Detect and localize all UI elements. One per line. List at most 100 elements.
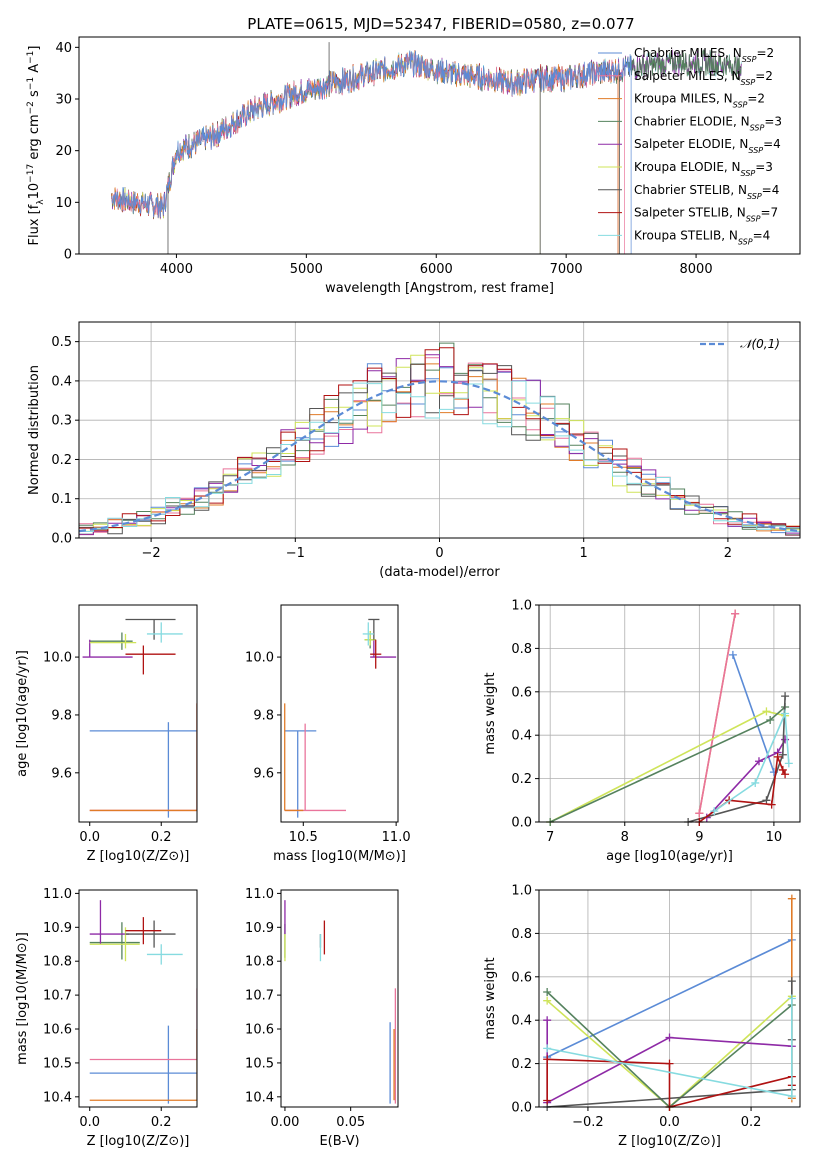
y-tick-label: 10.5 [245,1056,274,1071]
x-tick-label: 1 [580,546,588,561]
age-vs-metallicity-panel: 0.0 0.2 9.6 9.8 10.0 Z [log10(Z/Z⊙)] age [log1… [15,604,198,864]
spectrum-legend: Chabrier MILES, NSSP=2 Salpeter MILES, NS… [598,46,782,246]
y-axis-label: Flux [fλ10−17 erg cm−2 s−1 A−1] [26,46,46,246]
weight-line [687,696,786,823]
y-tick-label: 9.6 [253,766,274,781]
y-tick-label: 1.0 [511,599,532,614]
weight-point [543,1044,552,1053]
weight-point [728,650,737,659]
x-tick-label: 0.0 [79,1115,100,1130]
axes-frame [78,321,801,539]
y-tick-label: 10.4 [43,1090,72,1105]
y-tick-label: 0.4 [511,1014,532,1029]
y-tick-label: 30 [55,93,72,108]
weight-line [706,739,786,819]
axes-frame [538,889,801,1108]
x-tick-label: 0.00 [270,1115,299,1130]
spectrum-line [111,49,742,219]
axes-frame [78,889,198,1108]
y-tick-label: 0.5 [51,335,72,350]
weight-point [710,807,719,816]
axes-frame [538,604,801,823]
y-tick-label: 0.6 [511,685,532,700]
y-tick-label: 10.6 [245,1023,274,1038]
x-axis-label: mass [log10(M/M⊙)] [273,849,406,864]
y-tick-label: 10.6 [43,1023,72,1038]
y-tick-label: 40 [55,41,72,56]
mass-weight-vs-age-panel: 7 8 9 10 0.0 0.2 0.4 0.6 0.8 1.0 age [log10(age/yr… [483,599,801,864]
x-tick-label: 8 [621,830,629,845]
weight-line [546,939,793,1058]
x-tick-label: 0 [435,546,443,561]
y-tick-label: 0.2 [511,772,532,787]
y-tick-label: 10.4 [245,1090,274,1105]
y-tick-label: 0.0 [511,816,532,831]
weight-line [698,613,736,814]
mass-vs-extinction-panel: 0.00 0.05 10.4 10.5 10.6 10.7 10.8 10.9 11.0 E(B-… [245,887,399,1149]
x-tick-label: 0.2 [151,830,172,845]
x-tick-label: 0.2 [741,1115,762,1130]
y-tick-label: 20 [55,144,72,159]
y-tick-label: 10 [55,196,72,211]
y-tick-label: 0.3 [51,414,72,429]
weight-point [781,770,790,779]
weight-point [665,1033,674,1042]
y-tick-label: 0.0 [511,1101,532,1116]
y-tick-label: 0.8 [511,642,532,657]
axes-frame [78,604,198,823]
legend-entry: Salpeter ELODIE, NSSP=4 [634,137,781,155]
weight-point [543,987,552,996]
y-axis-label: mass weight [483,957,498,1039]
y-tick-label: 10.5 [43,1056,72,1071]
weight-point [781,709,790,718]
x-tick-label: 5000 [290,262,323,277]
y-tick-label: 1.0 [511,884,532,899]
histogram-step [79,347,800,532]
x-tick-label: 9 [695,830,703,845]
x-tick-label: 0.2 [151,1115,172,1130]
age-vs-mass-panel: 10.5 11.0 9.6 9.8 10.0 mass [log10(M/M⊙)] [245,604,411,864]
x-tick-label: 0.0 [659,1115,680,1130]
weight-point [543,1055,552,1064]
weight-point [754,757,763,766]
x-tick-label: 4000 [160,262,193,277]
y-tick-label: 10.7 [43,989,72,1004]
normal-curve [78,380,801,533]
weight-point [731,609,740,618]
y-tick-label: 10.9 [245,921,274,936]
y-tick-label: 0.1 [51,492,72,507]
y-tick-label: 0.2 [51,453,72,468]
x-tick-label: −1 [286,546,305,561]
legend-entry: Salpeter STELIB, NSSP=7 [634,206,778,224]
y-tick-label: 0.4 [511,729,532,744]
legend-entry: Kroupa ELODIE, NSSP=3 [634,160,773,178]
axes-frame [280,604,399,823]
x-axis-label: age [log10(age/yr)] [606,849,733,864]
histogram-step [79,363,800,535]
y-tick-label: 10.8 [43,955,72,970]
weight-point [751,778,760,787]
weight-point [787,1092,796,1101]
y-tick-label: 10.9 [43,921,72,936]
x-axis-label: E(B-V) [319,1134,359,1149]
weight-point [543,996,552,1005]
weight-point [695,809,704,818]
y-tick-label: 10.0 [245,651,274,666]
legend-entry: Kroupa STELIB, NSSP=4 [634,228,770,246]
weight-point [787,994,796,1003]
y-tick-label: 9.8 [51,708,72,723]
y-axis-label: mass weight [483,672,498,754]
y-tick-label: 10.8 [245,955,274,970]
weight-point [778,765,787,774]
x-axis-label: (data-model)/error [379,565,500,580]
y-axis-label: Normed distribution [27,365,42,495]
y-tick-label: 0.6 [511,970,532,985]
legend-entry: Chabrier MILES, NSSP=2 [634,46,774,64]
weight-point [784,759,793,768]
weight-point [543,1016,552,1025]
x-tick-label: 0.05 [336,1115,365,1130]
weight-point [778,750,787,759]
y-tick-label: 10.7 [245,989,274,1004]
mass-weight-vs-metallicity-panel: −0.2 0.0 0.2 0.0 0.2 0.4 0.6 0.8 1.0 Z [log10(Z/Z… [483,884,801,1149]
y-axis-label: age [log10(age/yr)] [15,650,30,777]
